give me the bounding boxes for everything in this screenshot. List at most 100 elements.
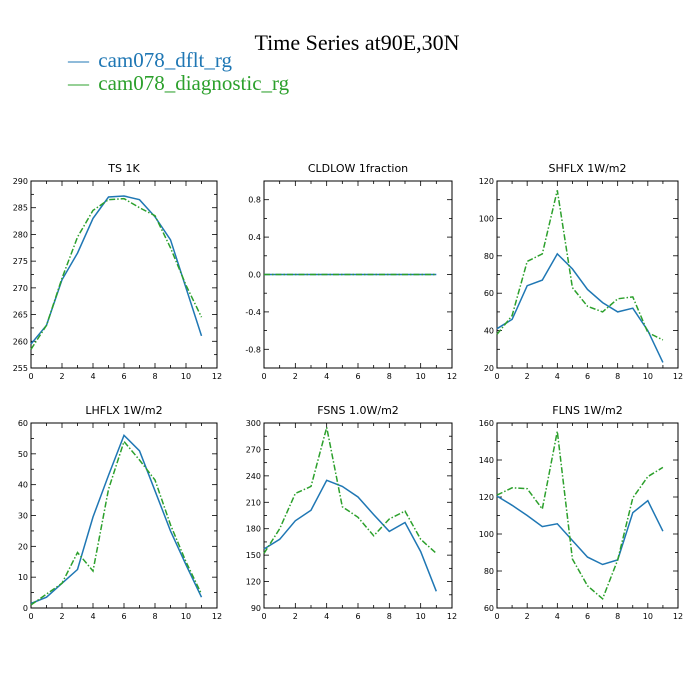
plot-frame: [30, 422, 218, 609]
chart-panel: FSNS 1.0W/m2 0 2 4 6 8 10 12 90 120 150 180 210 240 27…: [246, 404, 457, 621]
x-tick-label: 8: [615, 612, 620, 621]
y-tick-label: 180: [246, 525, 261, 534]
legend-line-marker: —: [67, 48, 90, 72]
y-tick-label: 80: [484, 567, 494, 576]
chart-panel: TS 1K 0 2 4 6 8 10 12 255 260 265 270 275 280 285 290: [13, 162, 222, 381]
x-tick-label: 0: [28, 372, 33, 381]
y-tick-label: 240: [246, 472, 261, 481]
x-tick-label: 8: [615, 372, 620, 381]
series-line-dflt: [496, 495, 664, 566]
y-tick-label: 60: [18, 419, 28, 428]
y-tick-label: 0.0: [248, 271, 261, 280]
y-tick-label: 210: [246, 498, 261, 507]
x-tick-label: 4: [555, 372, 560, 381]
y-tick-label: 275: [13, 257, 28, 266]
x-tick-label: 4: [555, 612, 560, 621]
chart-panel: CLDLOW 1fraction 0 2 4 6 8 10 12 -0.8 -0.4 0.0 0.4 0…: [245, 162, 457, 381]
y-tick-label: 90: [251, 604, 261, 613]
x-tick-label: 0: [494, 612, 499, 621]
y-tick-label: 270: [246, 445, 261, 454]
x-tick-label: 10: [181, 372, 191, 381]
x-tick-label: 2: [525, 372, 530, 381]
plot-frame: [263, 422, 453, 609]
y-tick-label: 0: [23, 604, 28, 613]
y-tick-label: 260: [13, 337, 28, 346]
y-tick-label: 280: [13, 230, 28, 239]
y-tick-label: 60: [484, 604, 494, 613]
panel-title: SHFLX 1W/m2: [548, 162, 626, 175]
chart-panel: FLNS 1W/m2 0 2 4 6 8 10 12 60 80 100 120 140 160: [479, 404, 683, 621]
x-tick-label: 6: [355, 372, 360, 381]
y-tick-label: 20: [18, 542, 28, 551]
y-tick-label: 30: [18, 512, 28, 521]
x-tick-label: 0: [28, 612, 33, 621]
y-tick-label: 120: [479, 493, 494, 502]
x-tick-label: 2: [59, 372, 64, 381]
x-tick-label: 12: [212, 612, 222, 621]
legend-label: cam078_dflt_rg: [98, 48, 232, 72]
series-line-diagnostic: [263, 427, 437, 554]
series-line-dflt: [30, 195, 203, 345]
series-line-dflt: [496, 252, 664, 363]
x-tick-label: 4: [324, 612, 329, 621]
x-tick-label: 0: [261, 612, 266, 621]
legend-line-marker: —: [67, 71, 90, 95]
series-line-diagnostic: [30, 439, 203, 606]
panel-title: FSNS 1.0W/m2: [317, 404, 399, 417]
x-tick-label: 12: [447, 612, 457, 621]
y-tick-label: 255: [13, 364, 28, 373]
panel-title: LHFLX 1W/m2: [85, 404, 162, 417]
x-tick-label: 8: [152, 612, 157, 621]
y-tick-label: 60: [484, 289, 494, 298]
x-tick-label: 0: [261, 372, 266, 381]
y-tick-label: 160: [479, 419, 494, 428]
chart-panel: SHFLX 1W/m2 0 2 4 6 8 10 12 20 40 60 80 100 120: [479, 162, 683, 381]
y-tick-label: 120: [246, 578, 261, 587]
x-tick-label: 2: [293, 372, 298, 381]
x-tick-label: 12: [673, 372, 683, 381]
plot-frame: [30, 180, 218, 369]
y-tick-label: 150: [246, 551, 261, 560]
y-tick-label: 100: [479, 530, 494, 539]
panel-title: CLDLOW 1fraction: [308, 162, 408, 175]
x-tick-label: 2: [525, 612, 530, 621]
y-tick-label: 300: [246, 419, 261, 428]
x-tick-label: 6: [585, 612, 590, 621]
y-tick-label: -0.4: [245, 308, 261, 317]
panel-grid: TS 1K0 2 4 6 8 10 12255260265270275280285290CL…: [13, 162, 683, 621]
panel-title: FLNS 1W/m2: [552, 404, 622, 417]
series-line-diagnostic: [30, 197, 203, 350]
x-tick-label: 2: [59, 612, 64, 621]
y-tick-label: 265: [13, 311, 28, 320]
y-tick-label: -0.8: [245, 345, 261, 354]
x-tick-label: 10: [643, 372, 653, 381]
x-tick-label: 2: [293, 612, 298, 621]
y-tick-label: 0.4: [248, 233, 261, 242]
x-tick-label: 12: [447, 372, 457, 381]
y-tick-label: 100: [479, 214, 494, 223]
y-tick-label: 140: [479, 456, 494, 465]
y-tick-label: 20: [484, 364, 494, 373]
y-tick-label: 10: [18, 573, 28, 582]
y-tick-label: 120: [479, 177, 494, 186]
y-tick-label: 50: [18, 450, 28, 459]
series-line-diagnostic: [496, 431, 664, 601]
x-tick-label: 12: [673, 612, 683, 621]
x-tick-label: 10: [643, 612, 653, 621]
x-tick-label: 8: [387, 372, 392, 381]
x-tick-label: 12: [212, 372, 222, 381]
series-line-dflt: [263, 479, 437, 592]
legend-entry-diagnostic: — cam078_diagnostic_rg: [67, 71, 290, 95]
figure-title: Time Series at90E,30N: [254, 30, 459, 55]
x-tick-label: 0: [494, 372, 499, 381]
x-tick-label: 6: [121, 372, 126, 381]
series-line-diagnostic: [496, 190, 664, 341]
legend-label: cam078_diagnostic_rg: [98, 71, 289, 95]
x-tick-label: 10: [416, 372, 426, 381]
x-tick-label: 6: [355, 612, 360, 621]
y-tick-label: 40: [484, 327, 494, 336]
series-line-dflt: [30, 433, 203, 605]
x-tick-label: 4: [90, 612, 95, 621]
x-tick-label: 8: [387, 612, 392, 621]
y-tick-label: 80: [484, 252, 494, 261]
